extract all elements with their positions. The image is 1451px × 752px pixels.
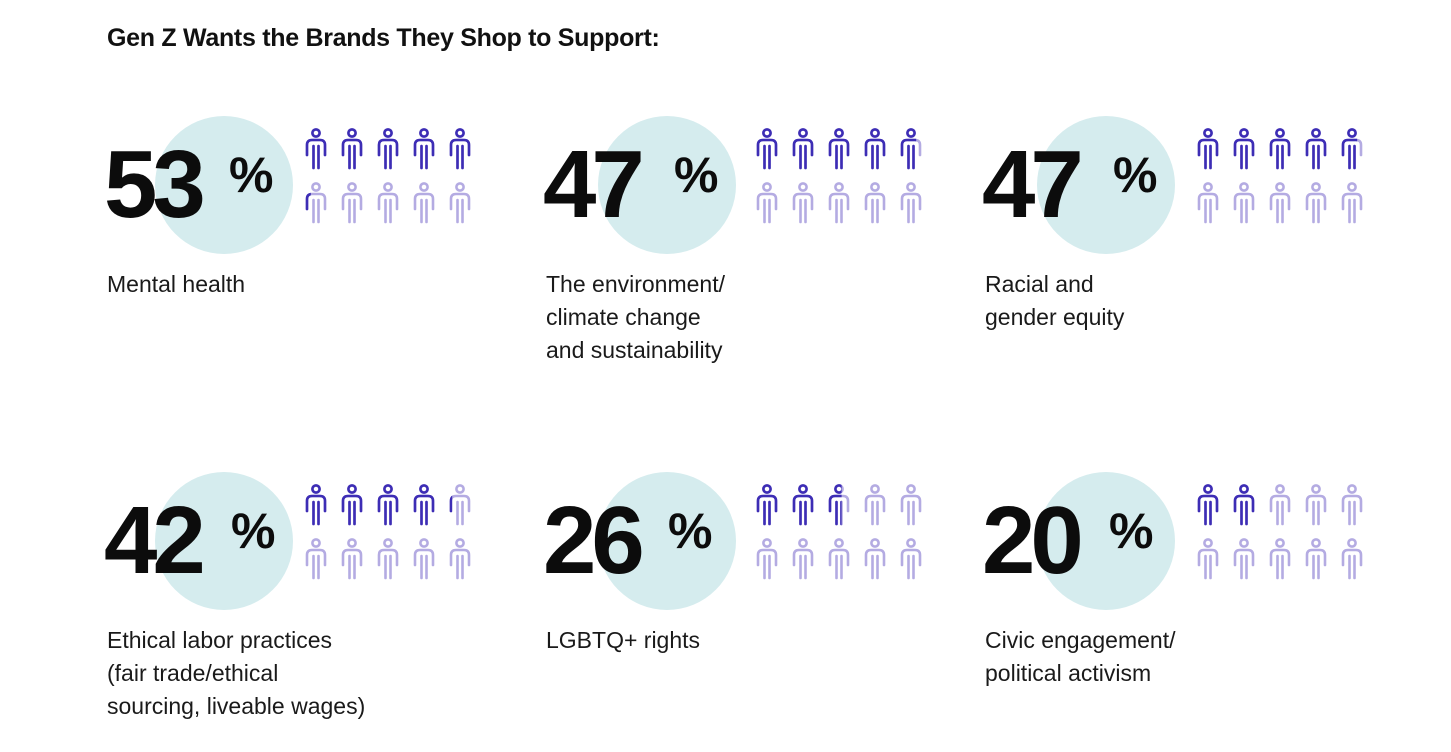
person-icon — [413, 538, 435, 580]
person-icon — [828, 128, 850, 170]
stat-card-civic-engagement: 20 % Civic engagement/ political activis… — [982, 472, 1385, 752]
person-icon — [305, 484, 327, 526]
person-icon — [792, 182, 814, 224]
chart-title: Gen Z Wants the Brands They Shop to Supp… — [107, 24, 660, 52]
percent-sign: % — [674, 147, 719, 203]
percent-sign: % — [229, 147, 274, 203]
person-icon — [1305, 538, 1327, 580]
stat-value: 26 — [543, 487, 645, 594]
person-icon — [828, 182, 850, 224]
stat-card-ethical-labor: 42 % Ethical labor practices (fair trade… — [104, 472, 507, 752]
person-icon — [1233, 538, 1255, 580]
person-icon — [1197, 182, 1219, 224]
person-icon — [1305, 182, 1327, 224]
person-icon — [1341, 182, 1363, 224]
stat-card-mental-health: 53 % Mental health — [104, 116, 507, 396]
person-icon — [1341, 484, 1363, 526]
stat-card-lgbtq-rights: 26 % LGBTQ+ rights — [543, 472, 946, 752]
stat-value: 42 — [104, 487, 206, 594]
stat-label: Mental health — [107, 271, 246, 297]
stat-card-racial-gender-equity: 47 % Racial and gender equity — [982, 116, 1385, 396]
person-icon — [792, 128, 814, 170]
person-icon — [341, 128, 363, 170]
person-icon — [413, 128, 435, 170]
highlight-circle — [598, 116, 736, 254]
percent-sign: % — [668, 503, 713, 559]
person-icon — [1269, 128, 1291, 170]
stat-label: Civic engagement/ political activism — [985, 627, 1176, 686]
person-icon — [341, 538, 363, 580]
pictogram-icons — [305, 128, 471, 224]
highlight-circle — [1037, 116, 1175, 254]
person-icon — [377, 182, 399, 224]
stat-label: LGBTQ+ rights — [546, 627, 701, 653]
person-icon — [1197, 484, 1219, 526]
person-icon — [1341, 538, 1363, 580]
person-icon — [756, 128, 778, 170]
person-icon — [1233, 484, 1255, 526]
highlight-circle — [598, 472, 736, 610]
person-icon — [900, 182, 922, 224]
person-icon — [1269, 182, 1291, 224]
person-icon — [900, 484, 922, 526]
person-icon — [1269, 538, 1291, 580]
stat-label: Ethical labor practices (fair trade/ethi… — [107, 627, 366, 719]
person-icon — [900, 538, 922, 580]
person-icon — [828, 484, 850, 526]
stat-value: 20 — [982, 487, 1084, 594]
person-icon — [377, 538, 399, 580]
pictogram-icons — [1197, 484, 1363, 580]
person-icon — [377, 128, 399, 170]
person-icon — [1341, 128, 1363, 170]
person-icon — [449, 182, 471, 224]
person-icon — [413, 182, 435, 224]
person-icon — [1305, 484, 1327, 526]
person-icon — [828, 538, 850, 580]
person-icon — [756, 182, 778, 224]
stat-card-environment: 47 % The environment/ climate change and… — [543, 116, 946, 396]
person-icon — [449, 538, 471, 580]
person-icon — [341, 484, 363, 526]
pictogram-icons — [305, 484, 471, 580]
stat-value: 47 — [982, 131, 1084, 238]
person-icon — [792, 484, 814, 526]
stat-label: Racial and gender equity — [985, 271, 1125, 330]
person-icon — [864, 182, 886, 224]
person-icon — [864, 128, 886, 170]
percent-sign: % — [1109, 503, 1154, 559]
person-icon — [864, 538, 886, 580]
highlight-circle — [155, 472, 293, 610]
pictogram-icons — [756, 128, 922, 224]
person-icon — [305, 538, 327, 580]
person-icon — [449, 128, 471, 170]
person-icon — [864, 484, 886, 526]
person-icon — [1233, 128, 1255, 170]
person-icon — [449, 484, 471, 526]
person-icon — [756, 484, 778, 526]
person-icon — [305, 128, 327, 170]
stat-value: 47 — [543, 131, 645, 238]
stat-label: The environment/ climate change and sust… — [546, 271, 725, 363]
person-icon — [756, 538, 778, 580]
person-icon — [1233, 182, 1255, 224]
person-icon — [792, 538, 814, 580]
person-icon — [1305, 128, 1327, 170]
person-icon — [413, 484, 435, 526]
highlight-circle — [155, 116, 293, 254]
stat-value: 53 — [104, 131, 206, 238]
highlight-circle — [1037, 472, 1175, 610]
person-icon — [900, 128, 922, 170]
percent-sign: % — [231, 503, 276, 559]
person-icon — [1197, 538, 1219, 580]
person-icon — [1269, 484, 1291, 526]
person-icon — [341, 182, 363, 224]
percent-sign: % — [1113, 147, 1158, 203]
person-icon — [1197, 128, 1219, 170]
pictogram-icons — [1197, 128, 1363, 224]
person-icon — [305, 182, 327, 224]
person-icon — [377, 484, 399, 526]
pictogram-icons — [756, 484, 922, 580]
